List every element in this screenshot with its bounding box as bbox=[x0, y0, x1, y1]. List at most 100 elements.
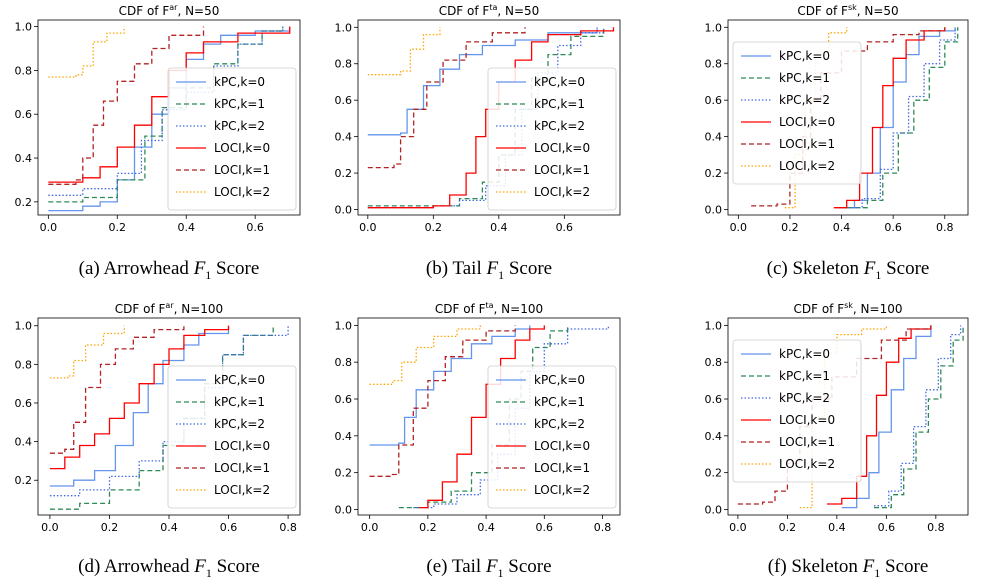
chart-title: CDF of Far, N=100 bbox=[115, 301, 223, 316]
y-tick-label: 1.0 bbox=[15, 320, 33, 333]
y-tick-label: 0.6 bbox=[15, 108, 33, 121]
plot-frame bbox=[357, 19, 621, 216]
series-line-4 bbox=[419, 325, 545, 509]
x-tick-label: 0.4 bbox=[833, 221, 851, 234]
x-tick-label: 0.0 bbox=[359, 221, 377, 234]
chart-panel-6: CDF of Fsk, N=100 0.0 0.2 0.4 0.6 0.8 0.0 0.2 0.… bbox=[705, 301, 969, 534]
series-line-3 bbox=[874, 325, 962, 507]
legend-label: kPC,k=0 bbox=[214, 75, 265, 89]
series-line-1 bbox=[49, 325, 230, 487]
y-tick-label: 0.2 bbox=[335, 167, 353, 180]
legend-label: kPC,k=2 bbox=[779, 93, 830, 107]
x-tick-label: 0.8 bbox=[936, 221, 954, 234]
series-line-6 bbox=[48, 26, 125, 78]
legend-label: LOCI,k=0 bbox=[214, 439, 270, 453]
legend-label: LOCI,k=0 bbox=[534, 141, 590, 155]
x-tick-label: 0.0 bbox=[41, 521, 59, 534]
y-tick-label: 0.6 bbox=[335, 393, 353, 406]
legend-label: LOCI,k=2 bbox=[534, 185, 590, 199]
figure-caption: (f) Skeleton F1 Score bbox=[767, 556, 929, 580]
legend-label: LOCI,k=0 bbox=[779, 115, 835, 129]
x-tick-label: 0.0 bbox=[730, 221, 748, 234]
legend: kPC,k=0 kPC,k=1 kPC,k=2 LOCI,k=0 LOCI,k=1 LOC… bbox=[487, 365, 617, 509]
plot-frame bbox=[727, 317, 969, 516]
chart-panel-1: CDF of Far, N=50 0.0 0.2 0.4 0.6 0.2 0.4 0.6 0.8… bbox=[15, 3, 301, 234]
series-line-2 bbox=[398, 325, 569, 509]
legend-label: LOCI,k=2 bbox=[779, 457, 835, 471]
x-tick-label: 0.0 bbox=[361, 521, 379, 534]
series-line-2 bbox=[846, 27, 959, 209]
legend-label: LOCI,k=0 bbox=[214, 141, 270, 155]
y-tick-label: 0.4 bbox=[335, 131, 353, 144]
series-line-6 bbox=[799, 325, 888, 509]
y-tick-label: 0.4 bbox=[15, 152, 33, 165]
x-tick-label: 0.2 bbox=[419, 521, 437, 534]
legend: kPC,k=0 kPC,k=1 kPC,k=2 LOCI,k=0 LOCI,k=1 LOC… bbox=[732, 339, 862, 483]
y-tick-label: 0.2 bbox=[15, 474, 33, 487]
series-line-2 bbox=[874, 325, 964, 509]
y-tick-label: 0.8 bbox=[15, 358, 33, 371]
figure-caption: (e) Tail F1 Score bbox=[426, 556, 552, 580]
figure-caption: (c) Skeleton F1 Score bbox=[766, 258, 930, 282]
x-tick-label: 0.4 bbox=[477, 521, 495, 534]
x-tick-label: 0.8 bbox=[279, 521, 297, 534]
y-tick-label: 0.2 bbox=[335, 467, 353, 480]
x-tick-label: 0.6 bbox=[556, 221, 574, 234]
chart-title: CDF of Fsk, N=50 bbox=[797, 3, 898, 18]
chart-panel-4: CDF of Far, N=100 0.0 0.2 0.4 0.6 0.8 0.2 0.4 0.… bbox=[15, 301, 301, 534]
legend-label: LOCI,k=0 bbox=[534, 439, 590, 453]
y-tick-label: 0.2 bbox=[705, 467, 723, 480]
x-tick-label: 0.6 bbox=[884, 221, 902, 234]
x-tick-label: 0.6 bbox=[878, 521, 896, 534]
x-tick-label: 0.4 bbox=[490, 221, 508, 234]
y-tick-label: 1.0 bbox=[705, 21, 723, 34]
figure-caption: (d) Arrowhead F1 Score bbox=[78, 556, 260, 580]
plot-frame bbox=[357, 317, 621, 516]
y-tick-label: 0.0 bbox=[335, 503, 353, 516]
series-line-3 bbox=[841, 27, 956, 209]
series-line-5 bbox=[367, 27, 526, 169]
legend-label: kPC,k=0 bbox=[779, 347, 830, 361]
figure-caption: (b) Tail F1 Score bbox=[425, 258, 553, 282]
series-line-6 bbox=[367, 27, 441, 76]
y-tick-label: 0.4 bbox=[705, 430, 723, 443]
legend-label: kPC,k=2 bbox=[534, 417, 585, 431]
x-tick-label: 0.4 bbox=[160, 521, 178, 534]
y-tick-label: 0.6 bbox=[15, 397, 33, 410]
series-line-5 bbox=[49, 325, 185, 454]
legend-label: kPC,k=1 bbox=[214, 395, 265, 409]
chart-title: CDF of Fta, N=50 bbox=[439, 3, 540, 18]
y-tick-label: 1.0 bbox=[335, 319, 353, 332]
y-tick-label: 0.2 bbox=[705, 167, 723, 180]
x-tick-label: 0.2 bbox=[781, 221, 799, 234]
x-tick-label: 0.0 bbox=[729, 521, 747, 534]
series-line-6 bbox=[49, 325, 125, 379]
series-line-4 bbox=[48, 26, 291, 183]
legend-label: kPC,k=1 bbox=[534, 97, 585, 111]
legend: kPC,k=0 kPC,k=1 kPC,k=2 LOCI,k=0 LOCI,k=1 LOC… bbox=[167, 365, 297, 509]
x-tick-label: 0.2 bbox=[109, 221, 127, 234]
y-tick-label: 1.0 bbox=[705, 319, 723, 332]
legend-label: kPC,k=1 bbox=[214, 97, 265, 111]
y-tick-label: 0.2 bbox=[15, 196, 33, 209]
legend-label: LOCI,k=1 bbox=[779, 435, 835, 449]
y-tick-label: 0.8 bbox=[705, 356, 723, 369]
series-line-2 bbox=[49, 325, 274, 510]
legend-label: LOCI,k=1 bbox=[534, 461, 590, 475]
x-tick-label: 0.2 bbox=[425, 221, 443, 234]
legend: kPC,k=0 kPC,k=1 kPC,k=2 LOCI,k=0 LOCI,k=1 LOC… bbox=[487, 67, 617, 211]
y-tick-label: 0.6 bbox=[335, 94, 353, 107]
x-tick-label: 0.6 bbox=[220, 521, 238, 534]
legend-label: kPC,k=0 bbox=[214, 373, 265, 387]
chart-title: CDF of Fsk, N=100 bbox=[793, 301, 902, 316]
y-tick-label: 0.4 bbox=[705, 131, 723, 144]
legend-label: LOCI,k=1 bbox=[534, 163, 590, 177]
y-tick-label: 0.4 bbox=[335, 430, 353, 443]
series-line-6 bbox=[369, 325, 481, 385]
chart-title: CDF of Fta, N=100 bbox=[435, 301, 543, 316]
legend-label: kPC,k=2 bbox=[779, 391, 830, 405]
legend-label: LOCI,k=2 bbox=[534, 483, 590, 497]
y-tick-label: 0.0 bbox=[705, 204, 723, 217]
x-tick-label: 0.8 bbox=[927, 521, 945, 534]
